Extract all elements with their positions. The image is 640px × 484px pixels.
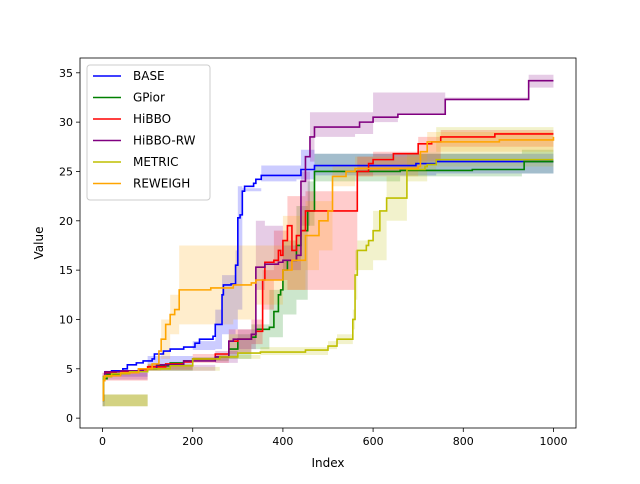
series-line-metric <box>102 158 554 402</box>
y-tick-label: 10 <box>59 313 73 326</box>
y-tick-label: 5 <box>66 363 73 376</box>
x-tick-label: 600 <box>363 435 384 448</box>
band-reweigh <box>102 127 554 407</box>
legend-item-reweigh: REWEIGH <box>93 177 190 191</box>
series-line-hibbo-rw <box>102 79 554 378</box>
y-tick-label: 25 <box>59 165 73 178</box>
y-tick-label: 35 <box>59 67 73 80</box>
y-tick-label: 20 <box>59 215 73 228</box>
series-line-reweigh <box>102 136 555 402</box>
x-axis-label: Index <box>311 456 344 470</box>
band-hibbo-rw <box>102 74 554 380</box>
x-tick-label: 800 <box>453 435 474 448</box>
legend-label: METRIC <box>133 155 179 169</box>
legend-label: REWEIGH <box>133 177 190 191</box>
legend-label: HiBBO <box>133 112 171 126</box>
legend-item-hibbo: HiBBO <box>93 112 171 126</box>
y-axis-label: Value <box>32 227 46 260</box>
legend-item-base: BASE <box>93 69 165 83</box>
band-gpior <box>102 149 554 407</box>
y-tick-label: 30 <box>59 116 73 129</box>
x-tick-label: 0 <box>99 435 106 448</box>
x-tick-label: 400 <box>272 435 293 448</box>
legend-item-metric: METRIC <box>93 155 179 169</box>
legend-box <box>86 64 211 201</box>
legend-item-hibbo-rw: HiBBO-RW <box>93 134 196 148</box>
legend-label: HiBBO-RW <box>133 134 196 148</box>
plot-frame <box>79 57 577 429</box>
series-line-base <box>102 160 554 402</box>
y-tick-label: 15 <box>59 264 73 277</box>
band-base <box>102 149 554 407</box>
y-tick-label: 0 <box>66 412 73 425</box>
legend-label: BASE <box>133 69 165 83</box>
legend-label: GPior <box>133 91 165 105</box>
x-tick-label: 200 <box>182 435 203 448</box>
legend-item-gpior: GPior <box>93 91 165 105</box>
x-tick-label: 1000 <box>539 435 567 448</box>
band-hibbo <box>102 127 554 381</box>
